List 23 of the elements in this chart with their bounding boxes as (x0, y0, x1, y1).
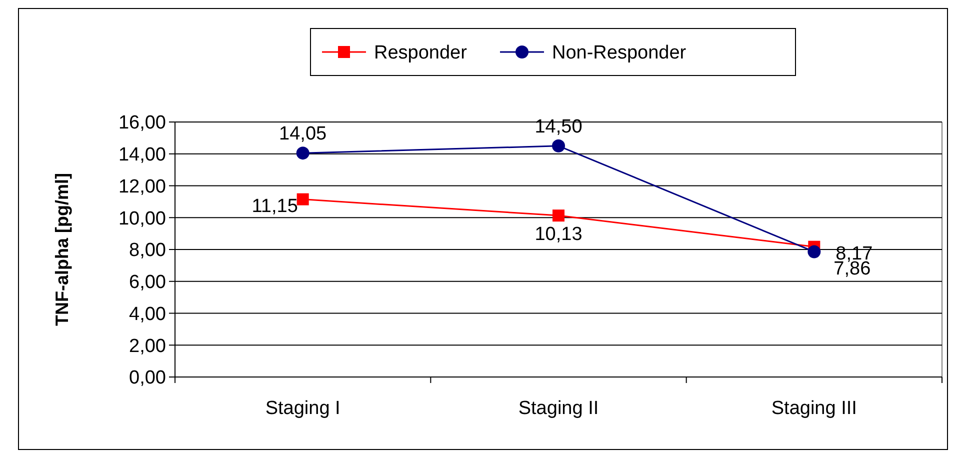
x-tick-label: Staging III (771, 398, 857, 419)
legend-label: Responder (374, 42, 468, 64)
data-label: 14,05 (279, 124, 327, 145)
y-tick-label: 14,00 (118, 144, 166, 166)
legend-label: Non-Responder (552, 42, 687, 64)
y-tick-label: 0,00 (129, 368, 166, 389)
y-tick-label: 2,00 (129, 336, 166, 357)
x-tick-label: Staging I (265, 398, 340, 419)
y-tick-label: 10,00 (118, 208, 166, 230)
y-axis-title: TNF-alpha [pg/ml] (52, 173, 72, 326)
data-label: 10,13 (534, 224, 582, 246)
point (552, 139, 565, 152)
point (808, 245, 821, 258)
point (552, 210, 564, 222)
data-label: 11,15 (252, 196, 298, 217)
y-tick-label: 4,00 (129, 304, 166, 325)
y-tick-label: 12,00 (118, 176, 166, 198)
y-tick-label: 8,00 (129, 240, 166, 262)
y-tick-label: 16,00 (118, 112, 166, 134)
point (296, 146, 310, 160)
point (296, 193, 309, 206)
y-tick-label: 6,00 (129, 272, 166, 294)
x-tick-label: Staging II (518, 398, 599, 419)
